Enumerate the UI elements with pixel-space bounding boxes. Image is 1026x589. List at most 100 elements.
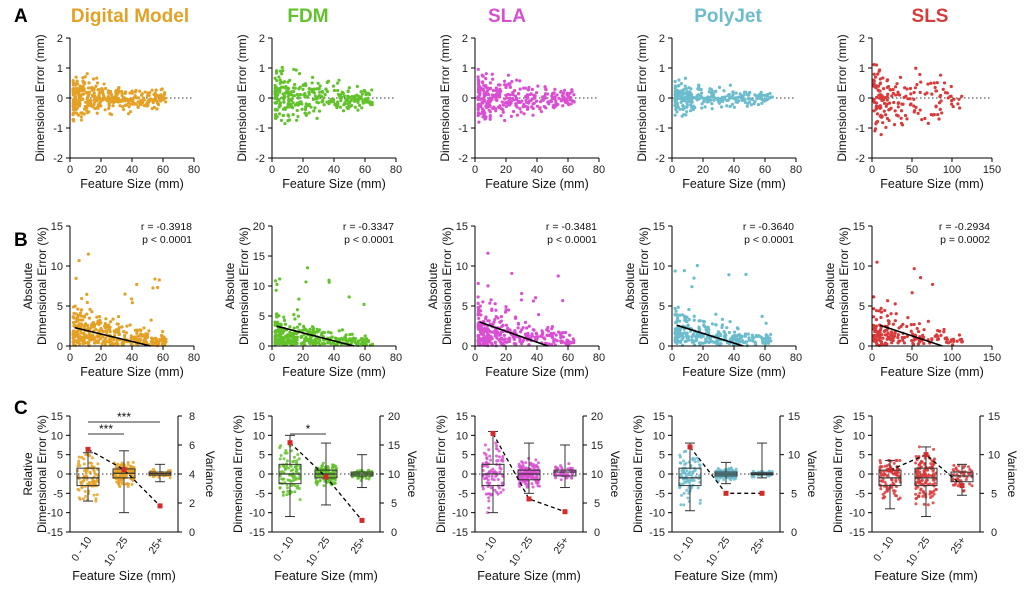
data-point — [128, 91, 132, 95]
data-point — [515, 113, 519, 117]
data-point — [511, 92, 515, 97]
y-tick-label: -10 — [47, 508, 63, 520]
data-point — [476, 108, 480, 112]
data-point — [370, 88, 374, 92]
data-point — [115, 92, 119, 96]
data-point — [757, 334, 761, 338]
data-point — [114, 89, 118, 94]
data-point — [117, 475, 121, 479]
data-point — [116, 342, 120, 347]
data-point — [891, 322, 896, 326]
data-point — [303, 95, 307, 99]
data-point — [716, 330, 720, 334]
data-point — [360, 92, 364, 96]
data-point — [139, 93, 144, 97]
y-axis-label: Dimensional Error (%) — [434, 415, 448, 533]
data-point — [685, 488, 689, 492]
data-point — [544, 88, 548, 92]
data-point — [760, 101, 764, 106]
data-point — [88, 461, 92, 465]
data-point — [891, 91, 895, 95]
data-point — [692, 318, 696, 322]
data-point — [483, 336, 487, 341]
data-point — [110, 341, 114, 345]
data-point — [932, 81, 936, 85]
data-point — [693, 460, 697, 464]
data-point — [90, 479, 94, 483]
data-point — [307, 111, 311, 115]
data-point — [319, 333, 324, 337]
data-point — [154, 98, 158, 102]
data-point — [504, 85, 508, 90]
data-point — [122, 330, 126, 334]
data-point — [715, 342, 719, 346]
data-point — [148, 91, 152, 95]
data-point — [901, 322, 905, 326]
data-point — [889, 312, 893, 316]
data-point — [287, 98, 291, 102]
data-point — [293, 490, 297, 494]
data-point — [278, 341, 282, 345]
data-point — [882, 496, 886, 500]
data-point — [572, 338, 576, 343]
data-point — [87, 81, 91, 85]
data-point — [747, 100, 752, 104]
data-point — [135, 282, 139, 287]
data-point — [297, 71, 302, 76]
data-point — [503, 310, 508, 314]
data-point — [151, 286, 155, 290]
column-title-digital-model: Digital Model — [71, 6, 189, 27]
data-point — [486, 339, 490, 343]
data-point — [913, 108, 917, 113]
data-point — [728, 104, 732, 109]
data-point — [283, 322, 288, 326]
data-point — [155, 107, 159, 111]
data-point — [136, 96, 141, 100]
data-point — [342, 94, 346, 98]
data-point — [736, 95, 740, 99]
data-point — [489, 486, 493, 490]
data-point — [74, 96, 78, 100]
data-point — [290, 97, 294, 101]
data-point — [677, 89, 681, 93]
data-point — [123, 292, 127, 296]
data-point — [939, 99, 943, 103]
data-point — [72, 311, 76, 315]
data-point — [291, 468, 295, 472]
data-point — [129, 342, 133, 346]
data-point — [748, 97, 752, 101]
y-tick-label: -10 — [849, 508, 865, 520]
data-point — [692, 479, 696, 483]
data-point — [872, 295, 876, 299]
data-point — [280, 72, 284, 76]
y-tick-label: -15 — [849, 527, 865, 539]
data-point — [682, 331, 687, 335]
data-point — [887, 101, 892, 105]
data-point — [133, 328, 137, 332]
data-point — [318, 479, 322, 483]
data-point — [291, 460, 295, 464]
data-point — [518, 339, 522, 344]
data-point — [105, 97, 109, 101]
y-axis-label: Dimensional Error (%) — [231, 415, 245, 533]
data-point — [935, 81, 939, 85]
data-point — [891, 481, 895, 485]
data-point — [525, 326, 529, 330]
data-point — [80, 486, 84, 490]
data-point — [130, 482, 134, 486]
data-point — [894, 479, 898, 483]
data-point — [157, 340, 161, 344]
data-point — [680, 493, 684, 497]
data-point — [889, 106, 893, 110]
data-point — [885, 85, 890, 90]
data-point — [743, 98, 747, 103]
data-point — [929, 491, 933, 495]
data-point — [526, 88, 530, 92]
data-point — [892, 123, 897, 127]
data-point — [111, 95, 116, 99]
data-point — [897, 474, 901, 478]
data-point — [506, 326, 510, 330]
category-tick-label: 0 - 10 — [474, 535, 499, 564]
y2-tick-label: 10 — [988, 450, 1000, 462]
x-tick-label: 20 — [297, 352, 309, 364]
